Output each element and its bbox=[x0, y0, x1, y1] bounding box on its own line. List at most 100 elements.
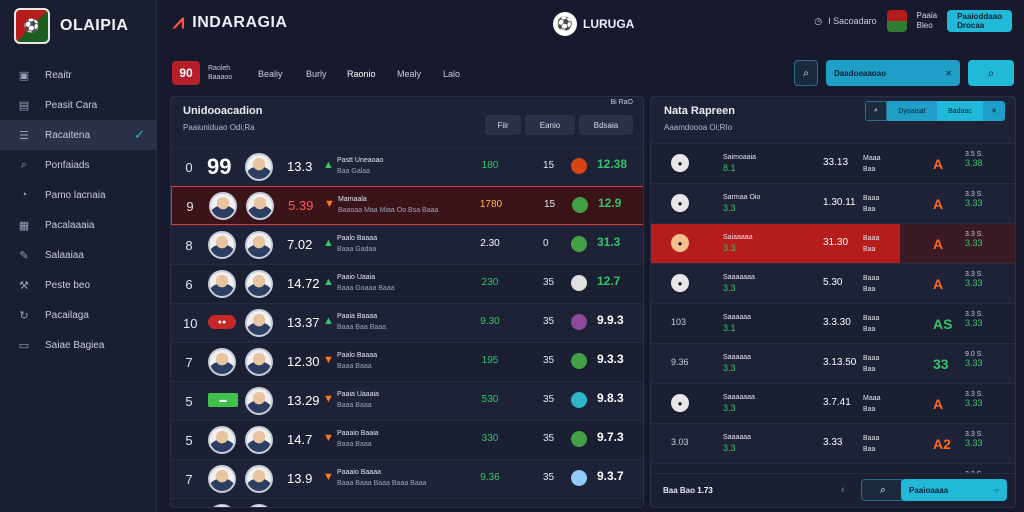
count-value: 35 bbox=[543, 316, 555, 327]
team-name: Paaaia bbox=[337, 506, 372, 507]
team-crest-icon bbox=[571, 353, 587, 369]
sidebar-item-8[interactable]: ⚒ Peste beo bbox=[0, 270, 157, 300]
panel-tab-2[interactable]: Eanio bbox=[525, 115, 575, 135]
search-button[interactable]: ⌕ bbox=[968, 60, 1014, 86]
sidebar-item-5[interactable]: ◔ Pamo lacnaia bbox=[0, 180, 157, 210]
tab-4[interactable]: Mealy bbox=[397, 69, 422, 79]
table-row[interactable]: 63.3.02▼PaaaiaBaaa Baaa250353.3.3 bbox=[171, 498, 643, 507]
list-item[interactable]: ● Saiaaaaa 3.3 31.30 Baaa Baa A 3.3 S. 3.33 bbox=[651, 223, 1015, 263]
market-line1: Baaa bbox=[863, 235, 880, 242]
topbar-cta-button[interactable]: Paaioddaao Drocaa bbox=[947, 10, 1012, 32]
avatar bbox=[209, 192, 237, 220]
right-line1: 3.3 S. bbox=[965, 431, 984, 438]
avatar bbox=[208, 426, 236, 454]
arrow-up-icon: ▲ bbox=[323, 315, 334, 327]
rank: 6 bbox=[185, 277, 193, 292]
center-logo[interactable]: ⚽ LURUGA bbox=[553, 12, 634, 36]
rank: 7 bbox=[185, 355, 193, 370]
team-name: Paaaio Baaaa bbox=[337, 469, 381, 476]
odds-value: 3.13.50 bbox=[823, 357, 857, 368]
chevron-left-icon[interactable]: ‹ bbox=[841, 484, 845, 496]
team-crest-icon bbox=[571, 431, 587, 447]
table-row[interactable]: 9 5.39 ▼ Mamaala Baaoaa Maa Miaa Oo Bsa Baaa… bbox=[171, 186, 643, 225]
filter-button[interactable]: Daadoeaaoao ✕ bbox=[826, 60, 960, 86]
sidebar-item-1[interactable]: ▣ Reaitr bbox=[0, 60, 157, 90]
sidebar-item-label: Pacailaga bbox=[45, 309, 89, 321]
sidebar-item-label: Peste beo bbox=[45, 279, 91, 291]
left-value: 3.03 bbox=[671, 437, 689, 447]
team-name: Paalo Baaaa bbox=[337, 235, 378, 242]
rank: 9 bbox=[186, 199, 194, 214]
list-item[interactable]: ● Saimoaaia 8.1 33.13 Maaa Baa A 3.5 S. 3.38 bbox=[651, 143, 1015, 183]
table-row[interactable]: 10 ●● 13.37 ▲ Paaia Baaaa Baaa Baa Baaa 9.30 35… bbox=[171, 303, 643, 342]
report-tool-2[interactable]: Badaac bbox=[937, 101, 983, 121]
table-row[interactable]: 5 14.7 ▼ Paaaio Baaia Baaa Baaa 330 35 9.7.3 bbox=[171, 420, 643, 459]
panel-tab-3[interactable]: Bdsaia bbox=[579, 115, 633, 135]
table-row[interactable]: 7 12.30 ▼ Paalo Baaaa Baaa Baaa 195 35 9.3.3 bbox=[171, 342, 643, 381]
account-info[interactable]: Paaia Bleo bbox=[917, 11, 937, 31]
app-logo[interactable]: ⩘ INDARAGIA bbox=[173, 11, 287, 34]
left-value: 103 bbox=[671, 317, 687, 327]
panel-tab-1[interactable]: Fiir bbox=[485, 115, 521, 135]
right-values: 3.5 S. 3.38 bbox=[965, 150, 983, 168]
sidebar-item-9[interactable]: ↻ Pacailaga bbox=[0, 300, 157, 330]
footer-cta-button[interactable]: Paaioaaaa ○ bbox=[901, 479, 1007, 501]
odds-value: 12.30 bbox=[287, 354, 320, 369]
list-item[interactable]: ● Saaaaaaa 3.3 3.7.41 Maaa Baa A 3.3 S. 3.33 bbox=[651, 383, 1015, 423]
q-button[interactable]: ⌕ bbox=[794, 60, 818, 86]
tab-5[interactable]: Lalo bbox=[443, 69, 461, 79]
table-row[interactable]: 5 ▬ 13.29 ▼ Paaia Uaaaia Baaa Baaa 530 35 9.8.3 bbox=[171, 381, 643, 420]
right-values: 3.3 S.3.33 bbox=[965, 310, 983, 328]
list-item[interactable]: ● Sarmaa Oio 3.3 1.30.11 Baaa Baa A 3.3 S. 3.33 bbox=[651, 183, 1015, 223]
sidebar-item-10[interactable]: ▭ Saiae Bagiea bbox=[0, 330, 157, 360]
list-item[interactable]: ● Saaaaaaa 3.3 5.30 Baaa Baa A 3.3 S. 3.33 bbox=[651, 263, 1015, 303]
right-values: 3.3 S.3.33 bbox=[965, 270, 983, 288]
report-tool-1[interactable]: Dyoaisat bbox=[887, 101, 937, 121]
avatar bbox=[208, 504, 236, 507]
team-score: 3.3 bbox=[723, 243, 736, 253]
refresh-icon: ↻ bbox=[19, 309, 29, 322]
sidebar-item-2[interactable]: ▤ Peasit Cara bbox=[0, 90, 157, 120]
market-line2: Baa bbox=[863, 366, 876, 373]
team-crest-icon bbox=[571, 392, 587, 408]
team-name: Saimoaaia bbox=[723, 154, 757, 161]
list-item[interactable]: 103 Saaaaaa 3.1 3.3.30 Baaa Baa AS 3.3 S. 3.33 bbox=[651, 303, 1015, 343]
market-line2: Baa bbox=[863, 406, 876, 413]
market-line2: Baa bbox=[863, 286, 876, 293]
report-search-button[interactable]: ⌕ bbox=[865, 101, 887, 121]
tab-2[interactable]: Burly bbox=[306, 69, 327, 79]
tab-1[interactable]: Bealiy bbox=[258, 69, 283, 79]
footer-search-button[interactable]: ⌕ bbox=[861, 479, 905, 501]
odds-value: 1.30.11 bbox=[823, 197, 856, 208]
team-name: Saaaaaa bbox=[723, 354, 752, 361]
scoreboard-link[interactable]: ◷ I Sacoadaro bbox=[814, 16, 876, 27]
table-row[interactable]: 8 7.02 ▲ Paalo Baaaa Baaa Gadaa 2.30 0 31.3 bbox=[171, 225, 643, 264]
trend-icon: AS bbox=[933, 316, 953, 332]
right-values: 9.0 S. 3.33 bbox=[965, 350, 983, 368]
report-close-button[interactable]: ✕ bbox=[983, 101, 1005, 121]
list-item[interactable]: 9.36 Saaaaaa 3.3 3.13.50 Baaa Baa 33 9.0 S. 3.33 bbox=[651, 343, 1015, 383]
sidebar-item-6[interactable]: ▦ Pacalaaaia bbox=[0, 210, 157, 240]
sidebar-item-4[interactable]: ⌕ Ponfaiads bbox=[0, 150, 157, 180]
last-value: 31.3 bbox=[597, 235, 621, 249]
sub-toolbar: 90 Raoleh Baaaoo Bealiy Burly Raonio Meal… bbox=[172, 60, 1014, 86]
brand[interactable]: ⚽ OLAIPIA bbox=[14, 6, 128, 46]
team-crest-icon bbox=[571, 314, 587, 330]
rank: 10 bbox=[183, 316, 198, 331]
table-row[interactable]: 0 99 13.3 ▲ Pastt Uneaoao Baa Galaa 180 15 12.38 bbox=[171, 147, 643, 186]
tab-3[interactable]: Raonio bbox=[347, 69, 376, 79]
sidebar-item-3[interactable]: ☰ Racaitena ✓ bbox=[0, 120, 157, 150]
sidebar-item-7[interactable]: ✎ Salaaiaa bbox=[0, 240, 157, 270]
market-info: Baaa Baa bbox=[863, 313, 879, 335]
team-name: Paaia Baaaa bbox=[337, 313, 378, 320]
table-row[interactable]: 7 13.9 ▼ Paaaio Baaaa Baaa Baaa Baaa Baaa Ba… bbox=[171, 459, 643, 498]
list-item[interactable]: 3.03 Saaaaaa 3.3 3.33 Baaa Baa A2 3.3 S. 3.33 bbox=[651, 423, 1015, 463]
sidebar-item-label: Racaitena bbox=[45, 129, 91, 141]
app-mark-icon: ⩘ bbox=[173, 11, 185, 33]
market-line1: Maaa bbox=[863, 155, 881, 162]
table-row[interactable]: 6 14.72 ▲ Paaio Uaaia Baaa Goaaa Baaa 230 35 12… bbox=[171, 264, 643, 303]
market-info: Baaa Baa bbox=[863, 193, 879, 215]
footer-text: Baa Bao 1.73 bbox=[663, 486, 713, 495]
report-subtitle: Aaamdoooa Oi;RIo bbox=[664, 123, 733, 132]
team-info: Paaia Baaaa Baaa Baa Baaa bbox=[337, 311, 386, 333]
